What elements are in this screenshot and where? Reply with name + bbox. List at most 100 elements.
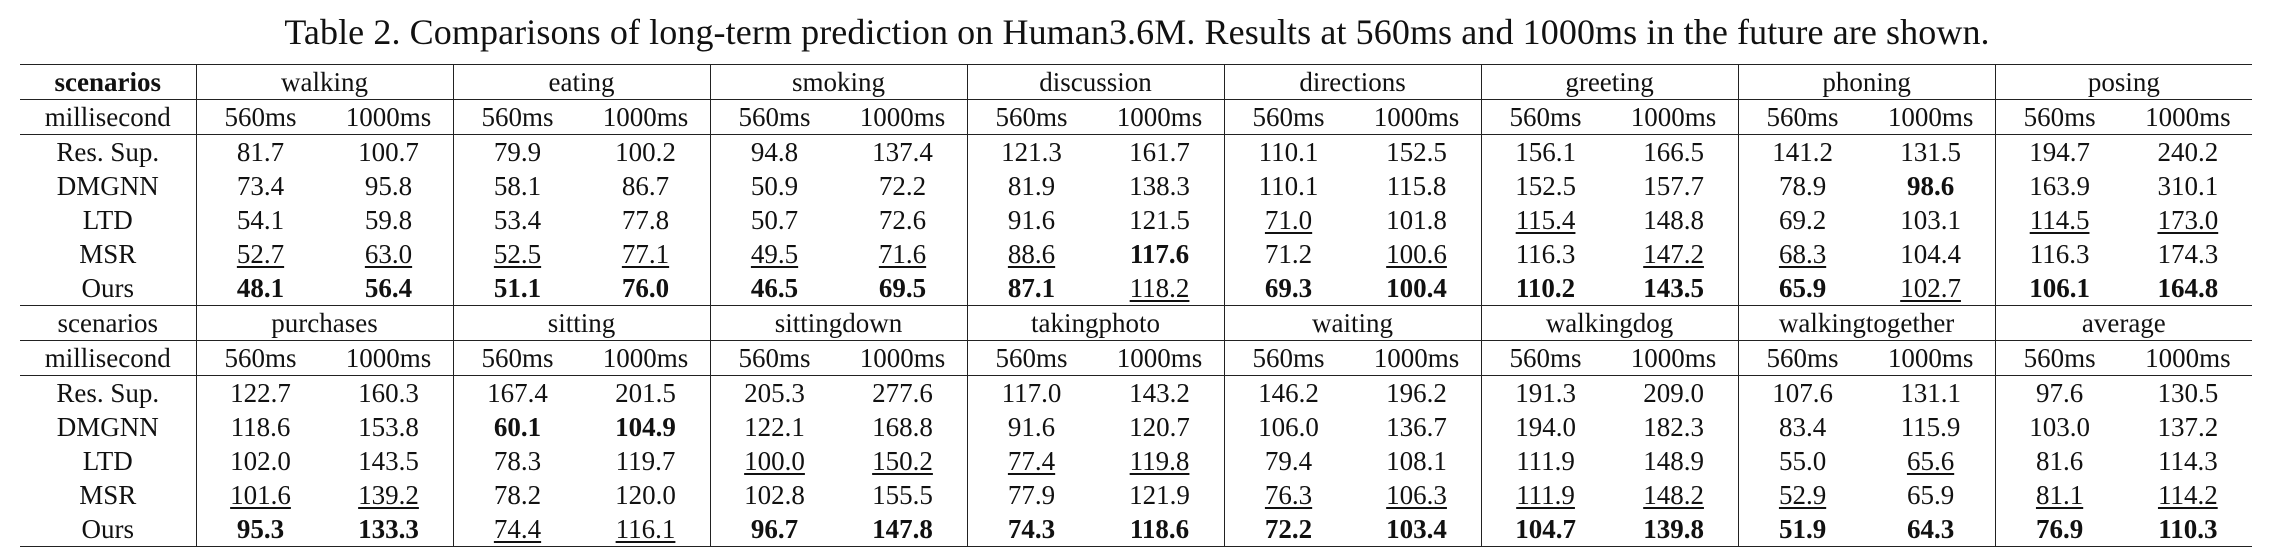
method-name: LTD	[20, 444, 197, 478]
result-cell: 72.2	[838, 169, 968, 203]
result-cell: 106.3	[1352, 478, 1482, 512]
result-cell: 49.5	[750, 238, 799, 269]
result-cell: 101.6	[230, 479, 291, 510]
result-cell: 310.1	[2157, 170, 2219, 201]
result-cell: 194.0	[1515, 411, 1576, 442]
result-cell: 95.3	[196, 512, 325, 547]
result-cell: 103.1	[1866, 203, 1996, 237]
result-cell: 79.9	[453, 134, 582, 169]
result-cell: 83.4	[1778, 411, 1827, 442]
result-cell: 150.2	[838, 444, 968, 478]
method-name: Res. Sup.	[20, 134, 197, 169]
action-header: smoking	[710, 64, 968, 100]
time-header: 560ms	[196, 340, 325, 376]
result-cell: 52.5	[493, 238, 542, 269]
result-cell: 88.6	[1007, 238, 1056, 269]
result-cell: 100.7	[324, 134, 454, 169]
time-header: 1000ms	[324, 99, 454, 135]
table-row: Ours 95.3 133.3 74.4 116.1 96.7 147.8 74.3 118.6…	[20, 512, 2253, 547]
time-header: 560ms	[1738, 99, 1867, 135]
action-header: phoning	[1738, 64, 1996, 100]
action-header: average	[1995, 305, 2253, 341]
result-cell: 119.8	[1095, 444, 1225, 478]
result-cell: 141.2	[1738, 134, 1867, 169]
millisecond-label: millisecond	[20, 99, 197, 135]
result-cell: 64.3	[1866, 512, 1996, 547]
result-cell: 76.3	[1264, 479, 1313, 510]
time-header: 1000ms	[581, 99, 711, 135]
result-cell: 117.6	[1095, 237, 1225, 271]
result-cell: 110.2	[1515, 272, 1576, 303]
action-header: takingphoto	[967, 305, 1225, 341]
result-cell: 108.1	[1352, 444, 1482, 478]
result-cell: 69.5	[838, 271, 968, 306]
result-cell: 77.1	[581, 237, 711, 271]
result-cell: 148.2	[1609, 478, 1739, 512]
result-cell: 77.8	[581, 203, 711, 237]
action-header: eating	[453, 64, 711, 100]
result-cell: 91.6	[1007, 411, 1056, 442]
time-header: 560ms	[1481, 340, 1610, 376]
result-cell: 74.4	[453, 512, 582, 547]
result-cell: 115.9	[1866, 410, 1996, 444]
result-cell: 131.1	[1866, 375, 1996, 410]
result-cell: 148.9	[1609, 444, 1739, 478]
time-header: 1000ms	[838, 99, 968, 135]
result-cell: 116.1	[581, 512, 711, 547]
result-cell: 143.2	[1095, 375, 1225, 410]
scenario-header-row: scenarios walking eating smoking discussion d…	[20, 64, 2253, 100]
result-cell: 78.3	[493, 445, 542, 476]
action-header: discussion	[967, 64, 1225, 100]
result-cell: 155.5	[838, 478, 968, 512]
result-cell: 76.9	[1995, 512, 2124, 547]
result-cell: 76.0	[581, 271, 711, 306]
result-cell: 139.2	[324, 478, 454, 512]
result-cell: 100.6	[1352, 237, 1482, 271]
result-cell: 48.1	[236, 272, 285, 303]
action-header: posing	[1995, 64, 2253, 100]
time-header: 560ms	[453, 340, 582, 376]
table-row: MSR 101.6 139.2 78.2 120.0 102.8 155.5 77.9 121.…	[20, 478, 2252, 512]
result-cell: 118.6	[1095, 512, 1225, 547]
time-header: 1000ms	[838, 340, 968, 376]
result-cell: 118.6	[230, 411, 291, 442]
time-header: 1000ms	[1352, 99, 1482, 135]
result-cell: 106.1	[2029, 272, 2090, 303]
result-cell: 196.2	[1352, 375, 1482, 410]
result-cell: 136.7	[1352, 410, 1482, 444]
time-header: 560ms	[453, 99, 582, 135]
result-cell: 102.8	[744, 479, 805, 510]
result-cell: 138.3	[1095, 169, 1225, 203]
result-cell: 100.4	[1352, 271, 1482, 306]
result-cell: 173.0	[2157, 204, 2219, 235]
table-row: DMGNN 118.6 153.8 60.1 104.9 122.1 168.8 91.6 12…	[20, 410, 2252, 444]
result-cell: 52.7	[236, 238, 285, 269]
result-cell: 143.5	[1609, 271, 1739, 306]
table-row: Res. Sup. 122.7 160.3 167.4 201.5 205.3 277.6 1…	[20, 375, 2253, 410]
action-header: sittingdown	[710, 305, 968, 341]
time-header: 1000ms	[581, 340, 711, 376]
time-header: 560ms	[1995, 99, 2124, 135]
result-cell: 71.0	[1264, 204, 1313, 235]
result-cell: 120.0	[581, 478, 711, 512]
method-name: Res. Sup.	[20, 375, 197, 410]
result-cell: 148.8	[1609, 203, 1739, 237]
result-cell: 96.7	[710, 512, 839, 547]
result-cell: 166.5	[1609, 134, 1739, 169]
result-cell: 119.7	[581, 444, 711, 478]
result-cell: 111.9	[1516, 479, 1575, 510]
result-cell: 121.9	[1095, 478, 1225, 512]
scenarios-label: scenarios	[20, 64, 197, 100]
time-header: 1000ms	[2123, 99, 2253, 135]
result-cell: 55.0	[1778, 445, 1827, 476]
result-cell: 72.6	[838, 203, 968, 237]
result-cell: 78.2	[493, 479, 542, 510]
result-cell: 110.1	[1224, 134, 1353, 169]
action-header: greeting	[1481, 64, 1739, 100]
scenario-header-row: scenarios purchases sitting sittingdown taki…	[20, 305, 2253, 341]
result-cell: 114.5	[2029, 204, 2090, 235]
result-cell: 147.2	[1609, 237, 1739, 271]
result-cell: 143.5	[324, 444, 454, 478]
time-header: 560ms	[967, 99, 1096, 135]
